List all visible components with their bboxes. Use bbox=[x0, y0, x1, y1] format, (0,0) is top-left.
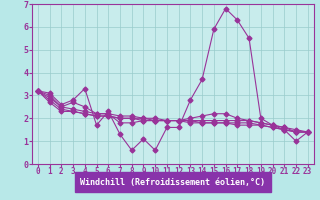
X-axis label: Windchill (Refroidissement éolien,°C): Windchill (Refroidissement éolien,°C) bbox=[80, 178, 265, 187]
